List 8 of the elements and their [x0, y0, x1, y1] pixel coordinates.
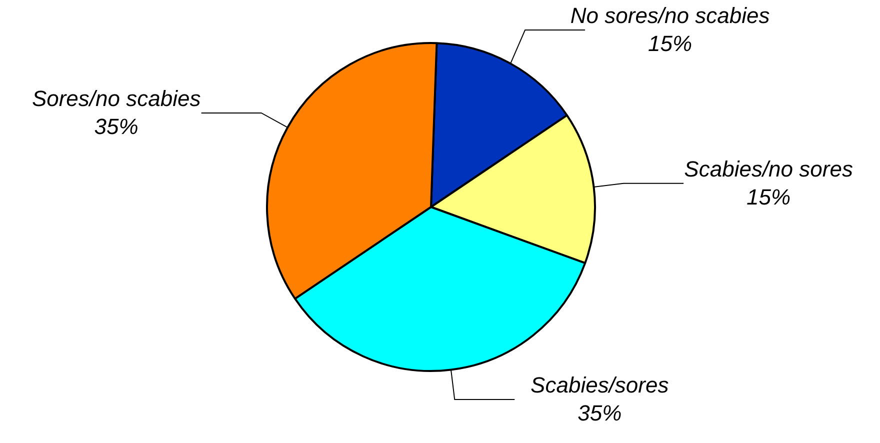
slice-label: Scabies/no sores	[684, 156, 853, 182]
slice-label: Sores/no scabies	[32, 86, 201, 112]
data-label: 35%	[94, 114, 138, 140]
data-label: 35%	[578, 400, 622, 426]
data-label: 15%	[648, 31, 692, 56]
data-label: 15%	[746, 184, 791, 210]
slice-label: No sores/no scabies	[570, 3, 770, 28]
slice-label: Scabies/sores	[530, 372, 669, 398]
